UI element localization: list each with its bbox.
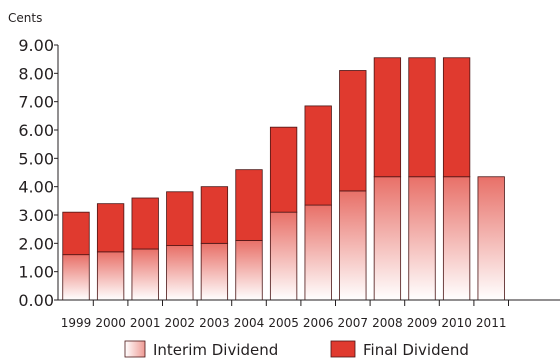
legend-label-final: Final Dividend [363,341,469,359]
bar-final-2008 [373,57,402,178]
bar-final-1999 [62,211,90,256]
bar-final-2005 [269,126,298,213]
bar-final-2010 [442,57,471,178]
bar-interim-2003 [200,242,229,301]
y-tick-label: 7.00 [18,93,54,112]
y-tick-label: 8.00 [18,64,54,83]
y-tick-label: 0.00 [18,291,54,310]
x-tick-label: 2001 [130,316,161,330]
y-tick-label: 4.00 [18,178,54,197]
bar-interim-2001 [131,248,159,301]
bar-interim-2006 [304,204,332,301]
x-tick-label: 2000 [95,316,126,330]
y-tick-label: 1.00 [18,263,54,282]
x-tick-label: 1999 [61,316,92,330]
x-tick-label: 2006 [303,316,334,330]
x-tick-label: 2010 [441,316,472,330]
x-tick-label: 2002 [165,316,196,330]
y-tick-label: 5.00 [18,149,54,168]
bar-interim-2002 [166,245,194,301]
legend-swatch-interim [124,340,146,358]
bar-interim-2010 [442,176,471,301]
y-tick-label: 3.00 [18,206,54,225]
y-tick-label: 2.00 [18,234,54,253]
x-tick-label: 2005 [268,316,299,330]
x-tick-label: 2007 [338,316,369,330]
bar-final-2001 [131,197,159,250]
bar-final-2000 [96,203,125,253]
y-tick-label: 9.00 [18,36,54,55]
bar-final-2007 [339,70,367,192]
x-tick-label: 2003 [199,316,230,330]
bar-interim-2005 [269,211,298,301]
bar-final-2002 [166,191,194,246]
x-tick-label: 2009 [407,316,438,330]
bar-interim-2004 [235,240,263,301]
bar-final-2009 [408,57,436,178]
bar-interim-2011 [477,176,505,301]
bar-interim-2007 [339,190,367,301]
bar-interim-2000 [96,251,125,301]
x-tick-label: 2004 [234,316,265,330]
x-tick-label: 2008 [372,316,403,330]
y-tick-label: 6.00 [18,121,54,140]
legend-swatch-final [330,340,356,358]
bar-final-2004 [235,169,263,241]
bar-interim-2008 [373,176,402,301]
x-tick-label: 2011 [476,316,507,330]
bar-final-2006 [304,105,332,206]
bar-interim-1999 [62,254,90,301]
bar-final-2003 [200,186,229,244]
y-unit-label: Cents [8,11,42,25]
legend-label-interim: Interim Dividend [153,341,278,359]
bar-interim-2009 [408,176,436,301]
